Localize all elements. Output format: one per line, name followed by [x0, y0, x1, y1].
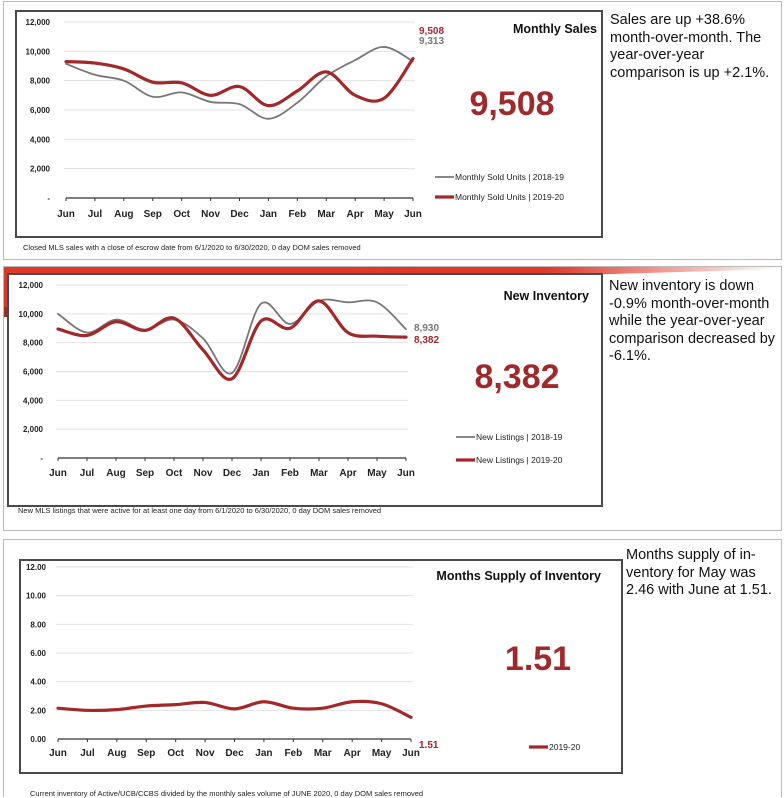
y-tick-label: 10,000	[19, 310, 44, 319]
x-tick-label: Sep	[136, 468, 154, 479]
series-line-1	[65, 46, 414, 120]
y-tick-label: 6,000	[23, 368, 44, 377]
x-tick-label: Dec	[230, 209, 249, 220]
series-line-1	[57, 298, 407, 375]
x-tick-label: Sep	[137, 748, 155, 759]
y-tick-label: 4.00	[30, 678, 46, 687]
y-tick-label: 12,000	[26, 18, 51, 27]
end-value-label: 9,508	[419, 26, 444, 37]
y-tick-label: 12.00	[26, 563, 47, 572]
end-value-label: 8,382	[414, 335, 439, 346]
x-tick-label: Jun	[404, 209, 422, 220]
y-tick-label: 8,000	[30, 77, 51, 86]
chart-title: Monthly Sales	[513, 22, 597, 36]
x-tick-label: Oct	[173, 209, 190, 220]
legend-label: New Listings | 2018-19	[476, 432, 563, 442]
x-tick-label: Jun	[49, 748, 67, 759]
y-tick-label: 8.00	[30, 620, 46, 629]
chart-frame	[15, 10, 603, 238]
x-tick-label: Feb	[288, 209, 306, 220]
y-tick-label: 12,000	[19, 281, 44, 290]
x-tick-label: Jan	[260, 209, 277, 220]
y-tick-label: 2.00	[30, 706, 46, 715]
x-tick-label: Sep	[144, 209, 162, 220]
big-number: 8,382	[474, 358, 559, 396]
y-tick-label: -	[47, 194, 50, 203]
x-tick-label: May	[374, 209, 394, 220]
x-tick-label: Nov	[194, 468, 213, 479]
end-value-label: 1.51	[419, 740, 439, 751]
legend-label: New Listings | 2019-20	[476, 455, 563, 465]
y-tick-label: 4,000	[23, 396, 44, 405]
x-tick-label: Oct	[167, 748, 184, 759]
y-tick-label: -	[40, 454, 43, 463]
big-number: 9,508	[469, 85, 554, 123]
new-inventory-caption: New MLS listings that were active for at…	[18, 506, 382, 515]
y-tick-label: 6,000	[30, 106, 51, 115]
x-tick-label: Jun	[397, 468, 415, 479]
months-supply-caption: Current inventory of Active/UCB/CCBS div…	[30, 789, 424, 798]
x-tick-label: Nov	[201, 209, 220, 220]
x-tick-label: Jun	[57, 209, 75, 220]
x-tick-label: Dec	[223, 468, 242, 479]
end-value-label: 9,313	[419, 36, 444, 47]
x-tick-label: Feb	[281, 468, 299, 479]
x-tick-label: Mar	[310, 468, 328, 479]
x-tick-label: Dec	[225, 748, 244, 759]
months-supply-commentary: Months supply of in-ventory for May was …	[626, 547, 772, 598]
y-tick-label: 4,000	[30, 135, 51, 144]
x-tick-label: Oct	[166, 468, 183, 479]
x-tick-label: Apr	[347, 209, 364, 220]
y-tick-label: 2,000	[23, 425, 44, 434]
chart-2: - 2,000 4,000 6,000 8,000 10,000 12,000 Jun Jul A…	[7, 273, 603, 507]
legend-label: Monthly Sold Units | 2018-19	[455, 172, 564, 182]
x-tick-label: Aug	[106, 468, 125, 479]
chart-title: Months Supply of Inventory	[436, 569, 601, 583]
x-tick-label: Mar	[317, 209, 335, 220]
x-tick-label: May	[367, 468, 387, 479]
x-tick-label: Feb	[284, 748, 302, 759]
x-tick-label: Apr	[344, 748, 361, 759]
x-tick-label: Jan	[252, 468, 269, 479]
accent-stripe	[4, 267, 781, 275]
y-tick-label: 10.00	[26, 592, 47, 601]
monthly-sales-caption: Closed MLS sales with a close of escrow …	[23, 243, 361, 252]
series-line-2	[64, 56, 415, 108]
x-tick-label: Jun	[402, 748, 420, 759]
series-line-2	[56, 299, 408, 381]
series-line-1	[56, 699, 413, 719]
y-tick-label: 2,000	[30, 165, 51, 174]
y-tick-label: 0.00	[30, 735, 46, 744]
chart-1: - 2,000 4,000 6,000 8,000 10,000 12,000 Jun Jul A…	[15, 10, 603, 238]
x-tick-label: Jul	[80, 748, 95, 759]
big-number: 1.51	[505, 640, 571, 678]
new-inventory-commentary: New inventory is down -0.9% month-over-m…	[609, 278, 776, 364]
legend-label: Monthly Sold Units | 2019-20	[455, 192, 564, 202]
chart-3: 0.00 2.00 4.00 6.00 8.00 10.00 12.00 Jun Jul Aug S…	[19, 559, 623, 774]
x-tick-label: Jan	[255, 748, 272, 759]
y-tick-label: 10,000	[26, 47, 51, 56]
x-tick-label: Jul	[80, 468, 95, 479]
x-tick-label: Jul	[88, 209, 103, 220]
x-tick-label: Nov	[196, 748, 215, 759]
x-tick-label: May	[372, 748, 392, 759]
y-tick-label: 6.00	[30, 649, 46, 658]
x-tick-label: Mar	[314, 748, 332, 759]
monthly-sales-commentary: Sales are up +38.6% month-over-month. Th…	[610, 12, 770, 81]
x-tick-label: Apr	[339, 468, 356, 479]
x-tick-label: Jun	[49, 468, 67, 479]
end-value-label: 8,930	[414, 323, 439, 334]
legend-label: 2019-20	[549, 742, 580, 752]
y-tick-label: 8,000	[23, 339, 44, 348]
x-tick-label: Aug	[107, 748, 126, 759]
x-tick-label: Aug	[114, 209, 133, 220]
chart-title: New Inventory	[504, 289, 589, 303]
